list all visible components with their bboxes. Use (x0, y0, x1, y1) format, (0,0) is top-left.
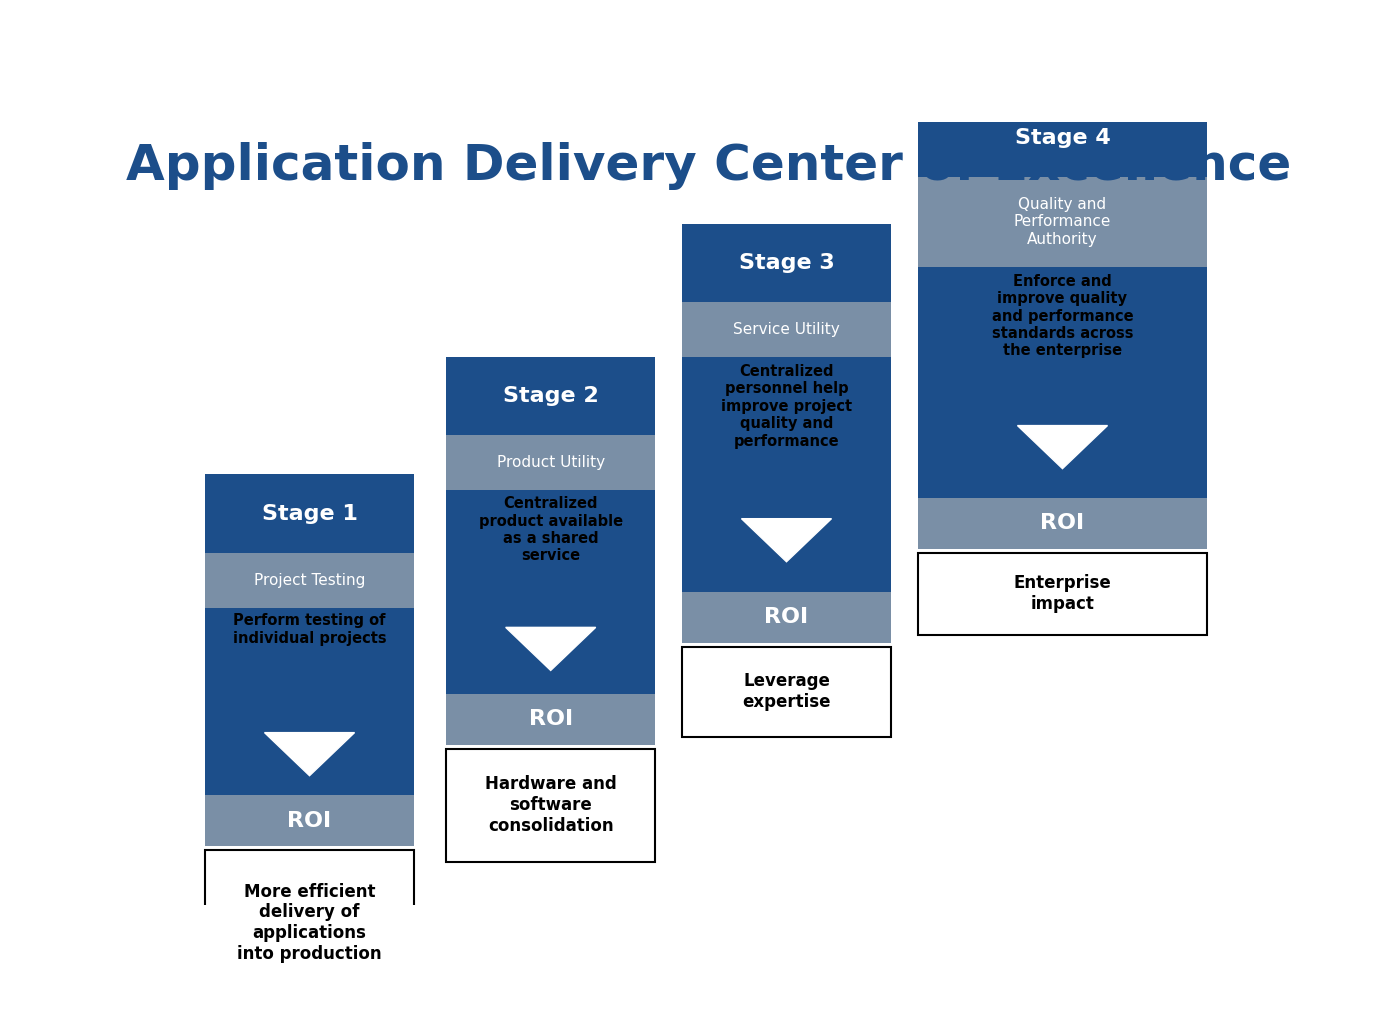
Bar (682, 357, 891, 592)
Bar (918, 99, 1207, 177)
Text: Stage 4: Stage 4 (1015, 128, 1111, 147)
Bar (205, 607, 414, 795)
Bar (447, 694, 656, 744)
Text: Hardware and
software
consolidation: Hardware and software consolidation (485, 776, 617, 835)
Polygon shape (741, 519, 831, 561)
Bar (205, 552, 414, 607)
Bar (447, 435, 656, 490)
Bar (447, 490, 656, 694)
Polygon shape (1018, 425, 1108, 469)
Text: Product Utility: Product Utility (496, 456, 604, 470)
Bar (918, 498, 1207, 549)
Text: Enterprise
impact: Enterprise impact (1014, 575, 1112, 613)
Text: Centralized
personnel help
improve project
quality and
performance: Centralized personnel help improve proje… (721, 364, 852, 448)
Bar (205, 795, 414, 846)
Text: More efficient
delivery of
applications
into production: More efficient delivery of applications … (238, 883, 382, 963)
Text: Perform testing of
individual projects: Perform testing of individual projects (232, 613, 386, 646)
Bar (205, 850, 414, 996)
Bar (682, 302, 891, 357)
Text: Leverage
expertise: Leverage expertise (743, 672, 831, 711)
Polygon shape (506, 627, 596, 670)
Bar (447, 749, 656, 862)
Text: Quality and
Performance
Authority: Quality and Performance Authority (1014, 197, 1111, 247)
Bar (205, 474, 414, 552)
Text: Stage 3: Stage 3 (739, 253, 834, 273)
Bar (447, 357, 656, 435)
Text: ROI: ROI (528, 709, 573, 729)
Text: ROI: ROI (765, 607, 809, 627)
Text: Service Utility: Service Utility (733, 322, 839, 337)
Bar (682, 592, 891, 643)
Text: Project Testing: Project Testing (254, 573, 365, 588)
Bar (918, 266, 1207, 498)
Text: ROI: ROI (1040, 514, 1084, 533)
Text: Stage 2: Stage 2 (503, 386, 599, 406)
Text: Centralized
product available
as a shared
service: Centralized product available as a share… (479, 496, 622, 563)
Bar (682, 224, 891, 302)
Text: ROI: ROI (288, 811, 332, 831)
Text: Application Delivery Center of Excellence: Application Delivery Center of Excellenc… (126, 141, 1292, 189)
Text: Enforce and
improve quality
and performance
standards across
the enterprise: Enforce and improve quality and performa… (992, 274, 1133, 358)
Bar (918, 552, 1207, 635)
Polygon shape (264, 732, 354, 776)
Bar (918, 177, 1207, 266)
Bar (682, 647, 891, 736)
Text: Stage 1: Stage 1 (261, 503, 357, 524)
